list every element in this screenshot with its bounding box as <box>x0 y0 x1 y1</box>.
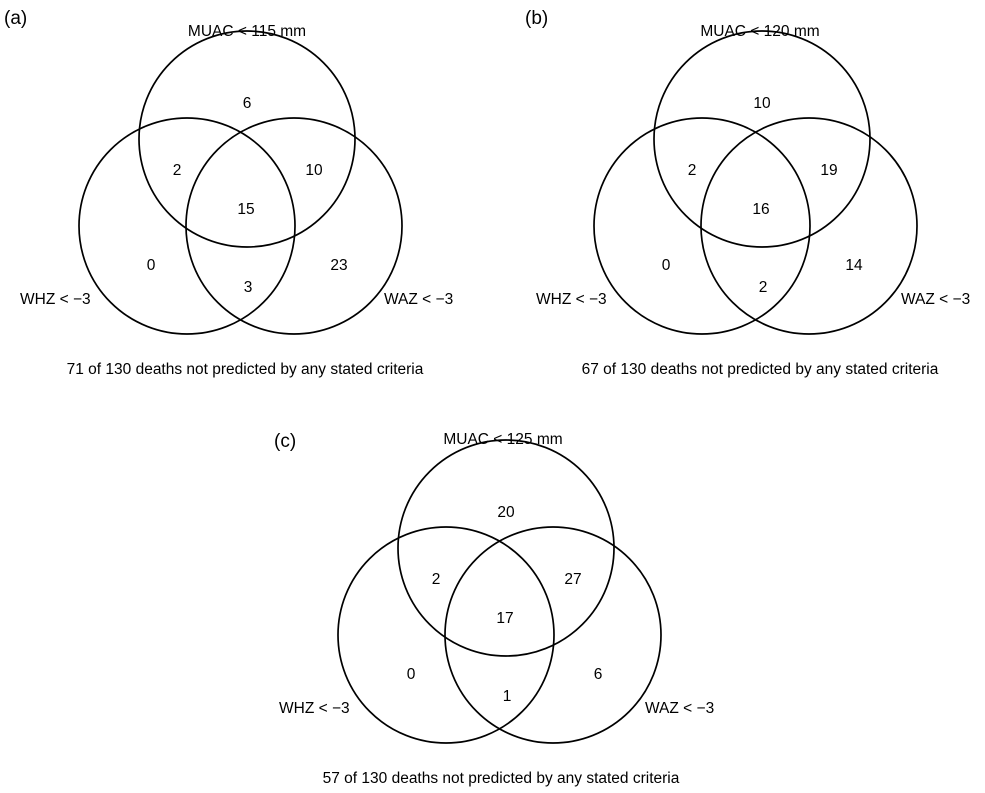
set-circle-whz-a <box>78 117 296 335</box>
region-count-whz-only-b: 0 <box>662 257 671 274</box>
region-count-muac-only-c: 20 <box>497 504 515 521</box>
set-circle-waz-c <box>444 526 662 744</box>
region-count-muac-waz-a: 10 <box>305 162 323 179</box>
venn-panel-a: (a) MUAC < 115 mm WHZ < −3 WAZ < −3 6 2 … <box>4 8 453 378</box>
set-label-whz-a: WHZ < −3 <box>20 291 91 308</box>
panel-label-b: (b) <box>525 8 548 29</box>
region-count-muac-whz-a: 2 <box>173 162 182 179</box>
region-count-whz-waz-b: 2 <box>759 279 768 296</box>
set-label-waz-b: WAZ < −3 <box>901 291 970 308</box>
set-circle-muac-a <box>138 30 356 248</box>
region-count-whz-only-c: 0 <box>407 666 416 683</box>
set-label-whz-c: WHZ < −3 <box>279 700 350 717</box>
region-count-waz-only-c: 6 <box>594 666 603 683</box>
venn-panel-c: (c) MUAC < 125 mm WHZ < −3 WAZ < −3 20 2… <box>274 431 714 787</box>
region-count-muac-only-a: 6 <box>243 95 252 112</box>
region-count-muac-only-b: 10 <box>753 95 771 112</box>
set-circle-muac-b <box>653 30 871 248</box>
region-count-muac-whz-b: 2 <box>688 162 697 179</box>
region-count-waz-only-a: 23 <box>330 257 347 274</box>
set-circle-whz-b <box>593 117 811 335</box>
region-count-whz-only-a: 0 <box>147 257 156 274</box>
caption-c: 57 of 130 deaths not predicted by any st… <box>323 770 680 787</box>
venn-panel-b: (b) MUAC < 120 mm WHZ < −3 WAZ < −3 10 2… <box>525 8 970 378</box>
set-circle-waz-b <box>700 117 918 335</box>
set-label-waz-a: WAZ < −3 <box>384 291 453 308</box>
set-label-waz-c: WAZ < −3 <box>645 700 714 717</box>
region-count-waz-only-b: 14 <box>845 257 863 274</box>
caption-a: 71 of 130 deaths not predicted by any st… <box>67 361 424 378</box>
region-count-whz-waz-a: 3 <box>244 279 253 296</box>
panel-label-a: (a) <box>4 8 27 29</box>
region-count-all-three-c: 17 <box>496 610 513 627</box>
caption-b: 67 of 130 deaths not predicted by any st… <box>582 361 939 378</box>
region-count-whz-waz-c: 1 <box>503 688 512 705</box>
set-circle-muac-c <box>397 439 615 657</box>
set-circle-waz-a <box>185 117 403 335</box>
panel-label-c: (c) <box>274 431 296 452</box>
region-count-muac-waz-c: 27 <box>564 571 581 588</box>
region-count-muac-waz-b: 19 <box>820 162 837 179</box>
region-count-muac-whz-c: 2 <box>432 571 441 588</box>
region-count-all-three-a: 15 <box>237 201 254 218</box>
region-count-all-three-b: 16 <box>752 201 769 218</box>
set-label-whz-b: WHZ < −3 <box>536 291 607 308</box>
set-circle-whz-c <box>337 526 555 744</box>
